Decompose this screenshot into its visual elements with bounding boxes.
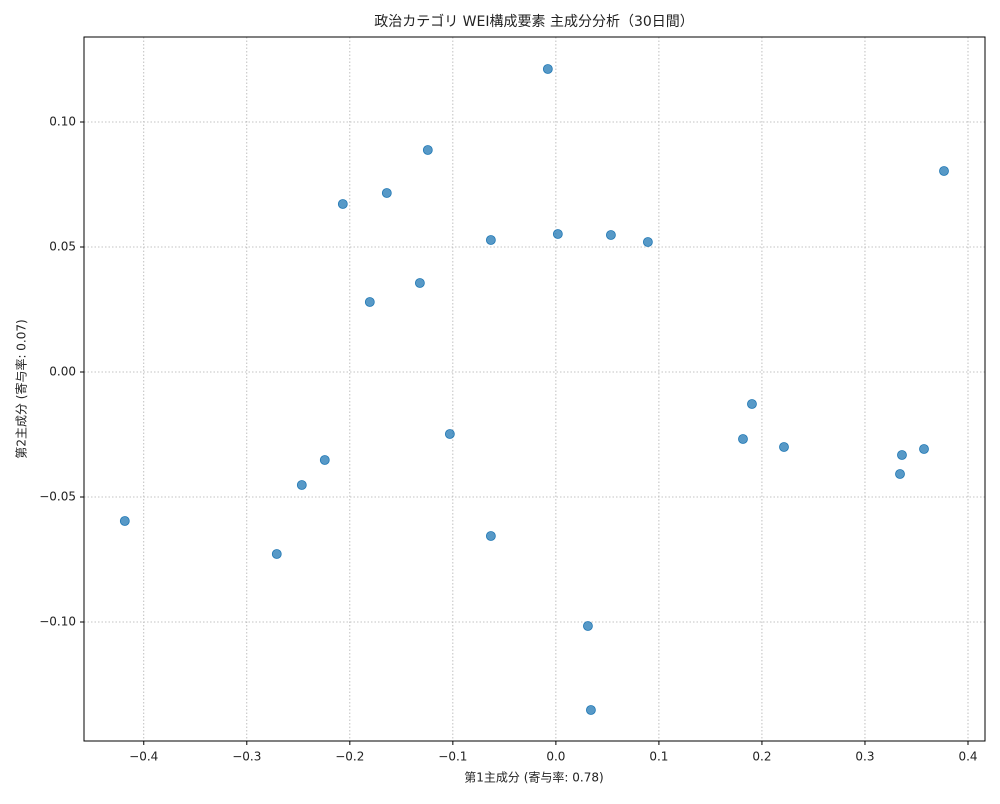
chart-title: 政治カテゴリ WEI構成要素 主成分分析（30日間） <box>374 13 694 30</box>
point <box>485 531 496 541</box>
point <box>642 237 653 247</box>
point <box>364 297 375 307</box>
x-tick-label: 0.1 <box>649 750 668 764</box>
point <box>586 705 596 715</box>
x-tick-label: 0.4 <box>958 750 977 764</box>
point <box>583 621 593 631</box>
x-tick-label: −0.2 <box>335 750 364 764</box>
y-tick-label: 0.00 <box>49 365 76 379</box>
point <box>319 455 330 465</box>
point <box>897 450 907 460</box>
y-tick-label: −0.10 <box>39 615 76 629</box>
point <box>296 480 307 490</box>
point <box>939 166 949 176</box>
point <box>552 229 563 239</box>
point <box>895 469 905 479</box>
x-tick-label: −0.3 <box>232 750 261 764</box>
point <box>605 230 616 240</box>
y-tick-label: −0.05 <box>39 490 76 504</box>
y-tick-label: 0.05 <box>49 240 76 254</box>
y-tick-label: 0.10 <box>49 115 76 129</box>
y-axis-label: 第2主成分 (寄与率: 0.07) <box>14 319 29 458</box>
point <box>271 549 282 559</box>
point <box>414 278 425 288</box>
x-tick-label: 0.2 <box>752 750 771 764</box>
plot-frame <box>83 36 986 742</box>
x-tick-label: −0.4 <box>129 750 158 764</box>
point <box>542 64 553 74</box>
x-tick-label: 0.0 <box>546 750 565 764</box>
point <box>485 235 496 245</box>
point <box>779 442 789 452</box>
point <box>919 444 929 454</box>
point <box>444 429 455 439</box>
point <box>381 188 392 198</box>
point <box>119 516 130 526</box>
x-tick-label: −0.1 <box>438 750 467 764</box>
x-tick-label: 0.3 <box>855 750 874 764</box>
point <box>747 399 757 409</box>
point <box>738 434 748 444</box>
point <box>422 145 433 155</box>
point <box>337 199 348 209</box>
x-axis-label: 第1主成分 (寄与率: 0.78) <box>464 770 603 785</box>
